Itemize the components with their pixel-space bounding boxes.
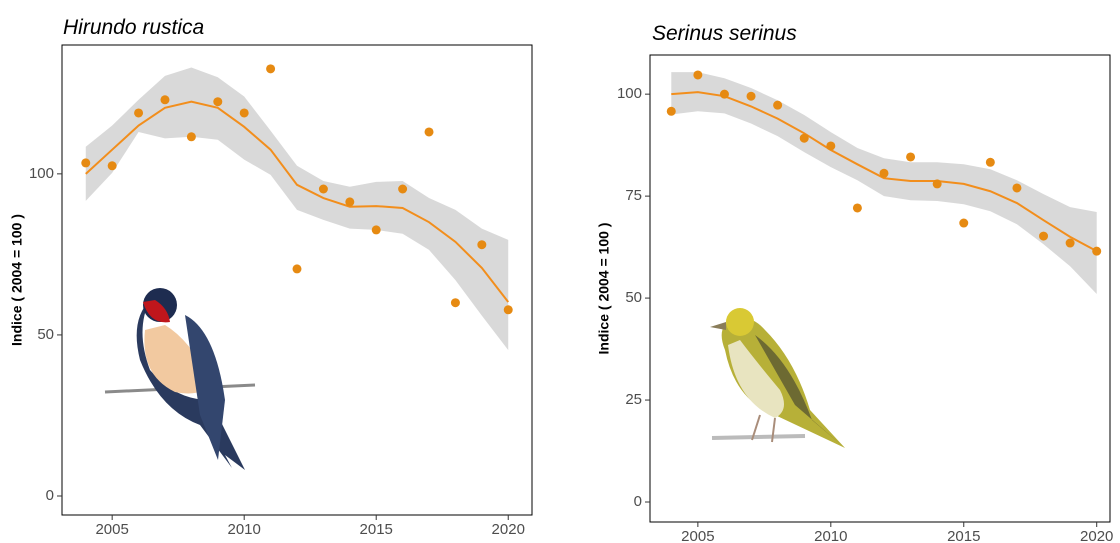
data-point — [799, 133, 809, 143]
data-point — [239, 108, 249, 118]
data-point — [160, 95, 170, 105]
x-tick-label: 2015 — [947, 528, 980, 543]
swallow-illustration — [104, 288, 256, 470]
data-point — [852, 203, 862, 213]
data-point — [345, 197, 355, 207]
data-point — [371, 225, 381, 235]
data-point — [213, 97, 223, 107]
data-point — [134, 108, 144, 118]
x-tick-label: 2005 — [681, 528, 714, 543]
data-point — [450, 298, 460, 308]
y-tick-label: 50 — [37, 326, 54, 343]
data-point — [107, 161, 117, 171]
y-tick-label: 0 — [46, 487, 54, 504]
y-tick-label: 100 — [617, 85, 642, 102]
chart-title: Serinus serinus — [652, 22, 797, 45]
data-point — [932, 179, 942, 189]
x-tick-label: 2010 — [814, 528, 847, 543]
x-tick-label: 2020 — [1080, 528, 1113, 543]
y-tick-label: 0 — [634, 493, 642, 510]
data-point — [477, 240, 487, 250]
data-point — [959, 218, 969, 228]
trend-line — [85, 100, 510, 303]
data-point — [1092, 246, 1102, 256]
data-point — [773, 100, 783, 110]
x-tick-label: 2005 — [95, 521, 128, 538]
data-point — [666, 106, 676, 116]
y-tick-label: 50 — [625, 289, 642, 306]
data-point — [826, 141, 836, 151]
bird-illustrations — [104, 288, 845, 470]
data-point — [318, 184, 328, 194]
plot-frame — [61, 44, 533, 516]
serin-illustration — [710, 308, 845, 448]
y-tick-label: 25 — [625, 391, 642, 408]
y-axis-label: Indice ( 2004 = 100 ) — [596, 223, 612, 355]
plot-frame — [649, 54, 1111, 523]
trend-line — [671, 91, 1098, 253]
data-point — [985, 157, 995, 167]
data-point — [746, 91, 756, 101]
data-point — [186, 132, 196, 142]
data-point — [1065, 238, 1075, 248]
data-point — [719, 89, 729, 99]
y-tick-label: 75 — [625, 187, 642, 204]
data-point — [906, 152, 916, 162]
chart-title: Hirundo rustica — [63, 16, 204, 39]
data-point — [879, 168, 889, 178]
data-point — [292, 264, 302, 274]
confidence-band — [85, 67, 509, 351]
data-point — [81, 158, 91, 168]
data-point — [1012, 183, 1022, 193]
x-tick-label: 2015 — [360, 521, 393, 538]
y-tick-label: 100 — [29, 165, 54, 182]
data-point — [266, 64, 276, 74]
data-point — [693, 70, 703, 80]
data-point — [424, 127, 434, 137]
data-point — [1039, 231, 1049, 241]
confidence-band — [671, 72, 1097, 295]
data-point — [398, 184, 408, 194]
x-tick-label: 2020 — [492, 521, 525, 538]
y-axis-label: Indice ( 2004 = 100 ) — [9, 214, 25, 346]
data-point — [503, 305, 513, 315]
x-tick-label: 2010 — [228, 521, 261, 538]
